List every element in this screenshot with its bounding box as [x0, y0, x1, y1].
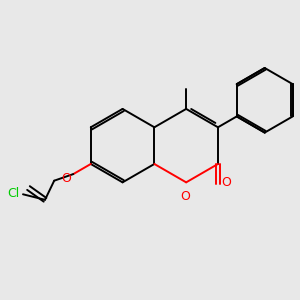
Text: O: O	[180, 190, 190, 203]
Text: O: O	[221, 176, 231, 189]
Text: O: O	[61, 172, 71, 185]
Text: Cl: Cl	[7, 187, 20, 200]
